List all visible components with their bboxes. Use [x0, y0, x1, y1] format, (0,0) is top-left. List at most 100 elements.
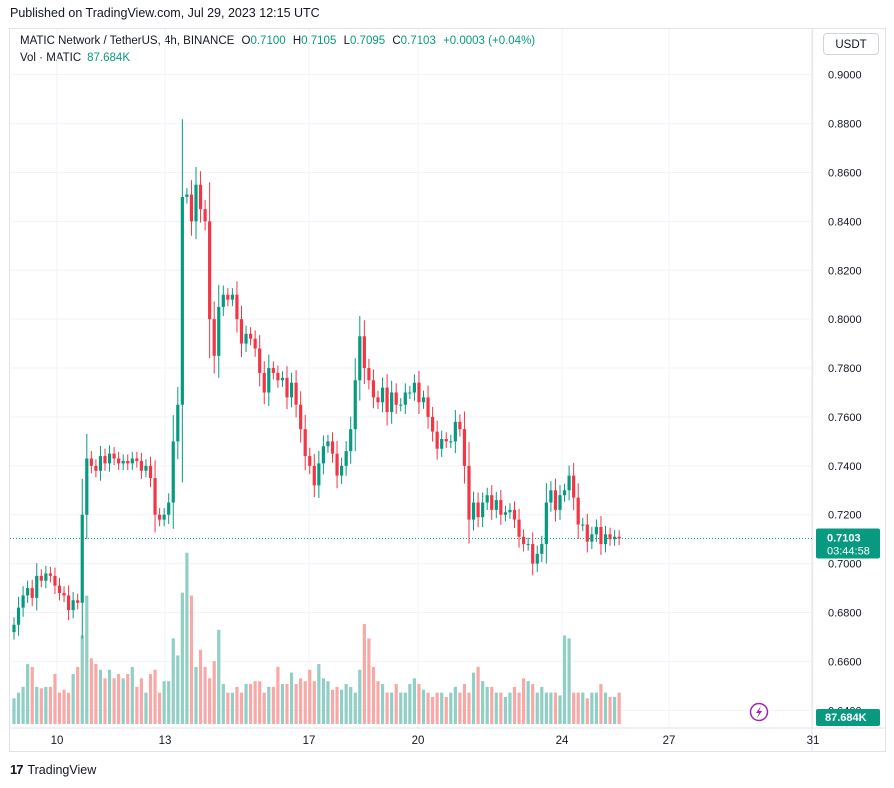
candle-body [444, 438, 448, 442]
volume-bar [476, 666, 480, 724]
volume-bar [221, 684, 225, 724]
candle-body [503, 512, 507, 515]
candle-body [435, 431, 439, 449]
volume-bar [62, 689, 66, 724]
volume-bar [594, 692, 598, 724]
candle-body [481, 502, 485, 518]
candle-body [522, 536, 526, 545]
y-tick-label: 0.9000 [828, 70, 862, 82]
volume-bar [431, 696, 435, 724]
volume-bar [76, 666, 80, 724]
candle-body [244, 333, 248, 344]
volume-bar [267, 686, 271, 724]
tradingview-logo-icon[interactable]: 17 [10, 762, 24, 777]
volume-bar [185, 552, 189, 724]
volume-bar [162, 681, 166, 724]
volume-bar [226, 692, 230, 724]
volume-bar [380, 684, 385, 724]
y-tick-label: 0.7200 [828, 510, 862, 522]
volume-bar [444, 696, 448, 724]
candle-body [107, 453, 112, 464]
candle-body [239, 319, 244, 344]
candle-body [471, 502, 476, 520]
volume-bar [562, 635, 567, 724]
volume-bar [490, 686, 494, 724]
candle-body [608, 534, 612, 540]
candle-body [144, 465, 148, 471]
candle-body [344, 451, 348, 466]
candle-body [540, 544, 544, 554]
volume-bar [112, 678, 116, 724]
volume-bar [217, 629, 221, 724]
volume-bar [508, 692, 512, 724]
volume-bar [371, 666, 376, 724]
candle-body [558, 495, 562, 510]
volume-bar [271, 686, 275, 724]
candle-body [421, 397, 426, 403]
price-tag-value: 0.7103 [827, 532, 861, 544]
volume-bar [249, 684, 253, 724]
volume-bar [171, 638, 175, 724]
volume-bar [540, 686, 544, 724]
candle-body [390, 392, 394, 413]
volume-bar [117, 674, 121, 724]
candle-body [80, 514, 84, 603]
candle-body [185, 194, 189, 197]
open-label: O [241, 35, 251, 47]
volume-bar [481, 681, 485, 724]
volume-bar [158, 692, 162, 724]
y-tick-label: 0.6600 [828, 656, 862, 668]
volume-bar [16, 692, 21, 724]
candle-body [590, 534, 594, 542]
currency-button[interactable]: USDT [823, 33, 879, 55]
volume-bar [48, 686, 52, 724]
volume-bar [67, 692, 71, 724]
candle-body [285, 377, 289, 398]
candle-body [426, 397, 430, 417]
candle-body [44, 573, 48, 581]
candle-body [321, 446, 325, 464]
candle-body [121, 460, 125, 464]
x-tick-label: 27 [663, 735, 676, 747]
candle-body [289, 382, 294, 398]
candle-body [126, 460, 130, 464]
candle-body [408, 392, 412, 394]
volume-bar [244, 684, 248, 724]
volume-bar [330, 689, 335, 724]
volume-bar [394, 684, 398, 724]
high-label: H [292, 35, 302, 47]
candle-body [235, 294, 239, 320]
candle-body [167, 502, 171, 515]
volume-bar [21, 686, 25, 724]
volume-label[interactable]: Vol · MATIC [20, 52, 82, 64]
volume-bar [80, 635, 84, 724]
volume-bar [189, 595, 194, 724]
volume-bar [312, 681, 316, 724]
candle-body [62, 592, 66, 596]
candle-body [299, 404, 303, 430]
candle-body [340, 465, 344, 476]
candle-body [453, 421, 457, 442]
volume-bar [608, 696, 612, 724]
candle-body [217, 306, 221, 356]
volume-bar [103, 678, 107, 724]
lightning-icon[interactable] [749, 702, 769, 722]
candle-body [376, 397, 380, 403]
candle-body [98, 456, 103, 471]
volume-bar [581, 692, 585, 724]
symbol-name[interactable]: MATIC Network / TetherUS, 4h, BINANCE [20, 35, 235, 47]
y-tick-label: 0.8400 [828, 216, 862, 228]
candle-body [189, 194, 194, 222]
x-tick-label: 24 [556, 735, 569, 747]
candle-body [71, 600, 75, 611]
volume-bar [299, 678, 303, 724]
candle-body [249, 333, 253, 339]
volume-bar [139, 678, 143, 724]
candle-body [308, 456, 312, 466]
brand-name: TradingView [27, 762, 97, 777]
candle-body [594, 526, 598, 535]
volume-bar [130, 666, 134, 724]
volume-bar [358, 669, 362, 724]
volume-bar [517, 692, 521, 724]
